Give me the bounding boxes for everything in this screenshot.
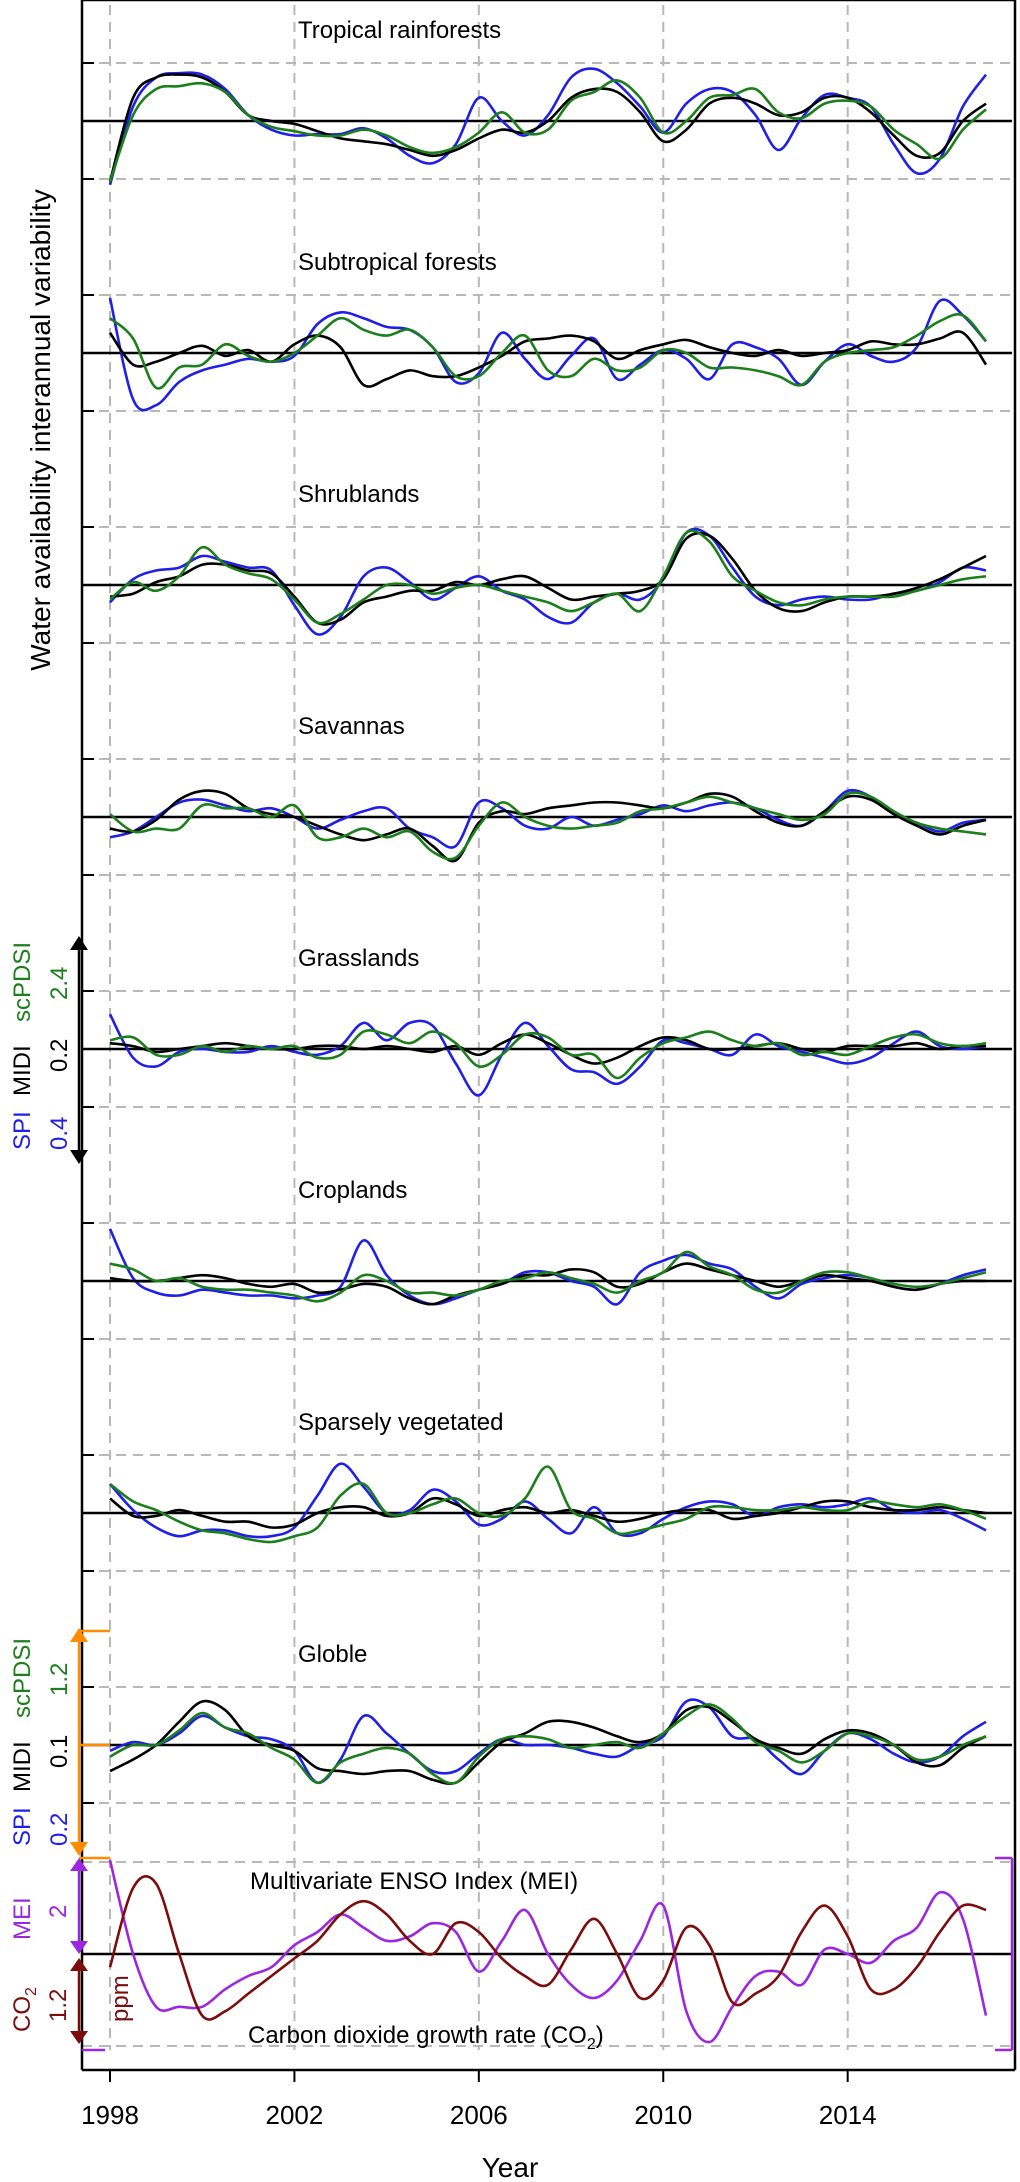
co2-series-label: Carbon dioxide growth rate (CO2) <box>248 2022 604 2053</box>
series-line-spi <box>108 1228 987 1306</box>
arrow-up-icon <box>70 1858 88 1871</box>
panel-title: Shrublands <box>298 481 419 508</box>
series-line-spi <box>109 1462 987 1539</box>
series-line-midi <box>108 330 988 388</box>
x-tick-label: 1998 <box>81 2100 139 2130</box>
x-tick-labels: 1998 2002 2006 2010 2014 <box>81 2100 877 2130</box>
arrow-up-icon <box>70 1628 88 1642</box>
series-line-spi <box>109 788 987 849</box>
co2-key-unit: ppm <box>107 1975 134 2022</box>
grid-layer <box>82 5 1012 2050</box>
series-line-midi <box>109 1699 987 1786</box>
series-line-scpdsi <box>109 312 988 390</box>
series-line-midi <box>109 531 987 626</box>
scpdsi-key-label: scPDSI <box>9 942 36 1022</box>
series-line-midi <box>109 1496 987 1529</box>
scpdsi-key-value: 1.2 <box>46 1663 73 1696</box>
globle-scale-key: SPI MIDI scPDSI 0.2 0.1 1.2 <box>9 1628 110 1860</box>
panel-title: Grasslands <box>298 945 419 972</box>
arrow-down-icon <box>70 1150 88 1164</box>
series-line-multivariate-enso-index-mei <box>108 1859 988 2044</box>
mei-key-value: 2 <box>45 1905 72 1918</box>
series-line-spi <box>108 67 988 186</box>
arrow-up-icon <box>70 936 88 950</box>
x-tick-label: 2014 <box>819 2100 877 2130</box>
co2-key-label: CO2 <box>9 1987 40 2032</box>
arrow-down-icon <box>70 1941 88 1954</box>
mei-key-label: MEI <box>9 1897 36 1940</box>
mei-scale-key: MEI 2 <box>9 1858 88 1954</box>
spi-key-label: SPI <box>9 1111 36 1150</box>
arrow-down-icon <box>70 1842 88 1856</box>
series-line-scpdsi <box>109 529 987 625</box>
co2-key-value: 1.2 <box>45 1989 72 2022</box>
plot-frame <box>80 0 1017 2082</box>
panel-title: Sparsely vegetated <box>298 1409 503 1436</box>
series-line-spi <box>108 1013 987 1097</box>
series-line-carbon-dioxide-growth-rate-co2 <box>108 1875 987 2021</box>
grasslands-scale-key: SPI MIDI scPDSI 0.4 0.2 2.4 <box>9 936 88 1164</box>
series-line-scpdsi <box>109 1250 987 1303</box>
x-tick-label: 2002 <box>265 2100 323 2130</box>
midi-key-label: MIDI <box>9 1045 36 1096</box>
series-line-scpdsi <box>109 791 987 861</box>
co2-series-subscript: 2 <box>587 2036 596 2053</box>
series-line-scpdsi <box>109 1465 987 1544</box>
panel-titles: Tropical rainforests Subtropical forests S… <box>298 17 503 1668</box>
spi-key-value: 0.2 <box>46 1813 73 1846</box>
panel-title: Savannas <box>298 713 405 740</box>
panel-title: Tropical rainforests <box>298 17 501 44</box>
co2-scale-key: CO2 1.2 ppm <box>9 1958 134 2044</box>
arrow-down-icon <box>70 2031 88 2044</box>
midi-key-value: 0.1 <box>46 1735 73 1768</box>
series-line-spi <box>109 527 987 636</box>
mei-right-bracket <box>82 1856 1014 2052</box>
mei-series-label: Multivariate ENSO Index (MEI) <box>250 1868 578 1895</box>
series-line-spi <box>109 1698 987 1785</box>
series-line-midi <box>109 1262 987 1306</box>
x-tick-label: 2010 <box>634 2100 692 2130</box>
midi-key-label: MIDI <box>9 1741 36 1792</box>
x-axis-title: Year <box>482 2152 539 2182</box>
series-line-scpdsi <box>109 1703 987 1785</box>
series-line-scpdsi <box>108 79 987 183</box>
midi-key-value: 0.2 <box>46 1039 73 1072</box>
spi-key-label: SPI <box>9 1807 36 1846</box>
series-lines <box>108 67 988 2044</box>
scpdsi-key-value: 2.4 <box>46 967 73 1000</box>
spi-key-value: 0.4 <box>46 1117 73 1150</box>
y-axis-title: Water availability interannual variabili… <box>25 189 56 670</box>
arrow-up-icon <box>70 1958 88 1971</box>
panel-title: Croplands <box>298 1177 407 1204</box>
panel-title: Subtropical forests <box>298 249 497 276</box>
x-tick-label: 2006 <box>450 2100 508 2130</box>
series-line-scpdsi <box>109 1029 987 1080</box>
panel-title: Globle <box>298 1641 367 1668</box>
co2-key-subscript: 2 <box>23 1987 40 1996</box>
series-line-spi <box>108 297 987 412</box>
scpdsi-key-label: scPDSI <box>9 1638 36 1718</box>
